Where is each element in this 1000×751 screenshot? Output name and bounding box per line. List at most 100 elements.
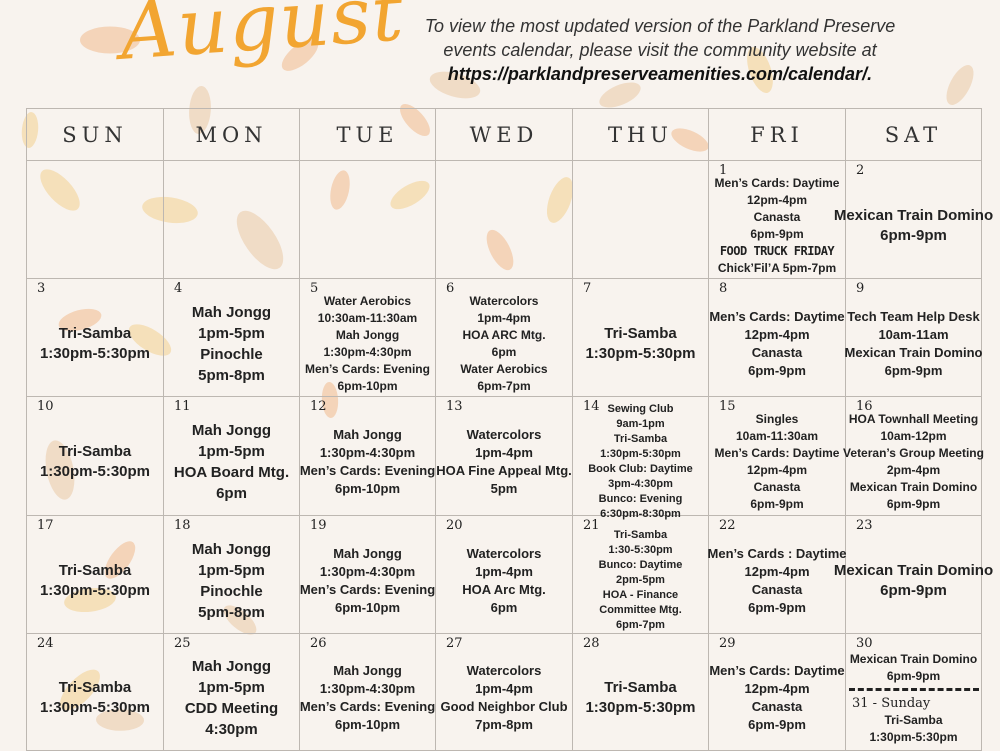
day-events: Men’s Cards : Daytime 12pm-4pm Canasta 6pm-…	[708, 530, 847, 631]
day-cell-30: 30 Mexican Train Domino 6pm-9pm 31 - Sunday…	[846, 634, 982, 751]
event-line: 6:30pm-8:30pm	[600, 508, 681, 520]
day-events	[573, 175, 708, 276]
event-line: 1pm-5pm	[198, 679, 265, 696]
event-line: 6pm-9pm	[750, 497, 804, 511]
event-line: Mexican Train Domino	[849, 651, 978, 666]
event-line: 6pm-7pm	[477, 378, 531, 393]
day-cell-20: 20 Watercolors 1pm-4pm HOA Arc Mtg. 6pm	[436, 516, 573, 634]
day-cell-23: 23 Mexican Train Domino 6pm-9pm	[834, 516, 993, 634]
event-line: Bunco: Evening	[598, 493, 683, 505]
event-line: 10am-11:30am	[735, 429, 819, 443]
event-line: Pinochle	[200, 345, 263, 363]
calendar-url-link[interactable]: https://parklandpreserveamenities.com/ca…	[447, 64, 873, 84]
day-number: 9	[856, 281, 865, 296]
day-number: 4	[174, 281, 183, 296]
day-number: 20	[446, 518, 463, 533]
day-events: Men’s Cards: Daytime 12pm-4pm Canasta 6pm-9…	[709, 293, 845, 394]
event-line: Pinochle	[200, 582, 263, 600]
weekday-header-thu: THU	[573, 109, 709, 161]
event-line: Chick’Fil’A 5pm-7pm	[717, 260, 837, 275]
event-line: Men’s Cards: Daytime	[709, 663, 845, 678]
food-truck-banner: FOOD TRUCK FRIDAY	[719, 243, 835, 258]
event-line: Tri-Samba	[58, 561, 132, 579]
event-line: Mah Jongg	[191, 303, 272, 321]
event-line: 6pm-9pm	[748, 362, 806, 378]
day-cell-3: 3 Tri-Samba 1:30pm-5:30pm	[27, 279, 164, 397]
event-line: 6pm-9pm	[880, 581, 947, 599]
day-events: Mah Jongg 1:30pm-4:30pm Men’s Cards: Eveni…	[300, 648, 435, 748]
event-line: 6pm-7pm	[616, 619, 665, 631]
day-number: 21	[583, 518, 600, 533]
day-cell-12: 12 Mah Jongg 1:30pm-4:30pm Men’s Cards: Eve…	[300, 397, 436, 516]
event-line: 5pm	[490, 481, 518, 496]
event-line: 6pm	[216, 485, 247, 502]
day-number: 31 - Sunday	[852, 695, 931, 711]
event-line: Men’s Cards: Evening	[305, 361, 430, 376]
day-cell-29: 29 Men’s Cards: Daytime 12pm-4pm Canasta 6pm…	[709, 634, 846, 751]
day-events: Singles 10am-11:30am Men’s Cards: Daytime 1…	[709, 411, 845, 513]
day-number: 15	[719, 399, 736, 414]
weekday-header-tue: TUE	[300, 109, 436, 161]
day-events: Tri-Samba 1:30pm-5:30pm	[573, 293, 708, 394]
event-line: Mexican Train Domino	[849, 480, 978, 494]
weekday-header-fri: FRI	[709, 109, 846, 161]
event-line: 2pm-4pm	[886, 463, 941, 477]
day-number: 30	[856, 636, 873, 651]
event-line: 1pm-4pm	[475, 445, 533, 460]
event-line: 6pm	[490, 599, 518, 615]
event-line: Canasta	[751, 699, 803, 714]
day-number: 16	[856, 399, 873, 414]
event-line: 1:30pm-5:30pm	[39, 463, 151, 480]
event-line: Men’s Cards: Daytime	[714, 175, 840, 190]
day-cell-4: 4 Mah Jongg 1pm-5pm Pinochle 5pm-8pm	[164, 279, 300, 397]
event-line: Watercolors	[466, 427, 542, 442]
event-line: 9am-1pm	[616, 418, 665, 430]
event-line: 1:30pm-5:30pm	[585, 699, 696, 716]
day-cell-18: 18 Mah Jongg 1pm-5pm Pinochle 5pm-8pm	[164, 516, 300, 634]
event-line: Watercolors	[466, 545, 542, 561]
event-line: 1:30pm-5:30pm	[585, 344, 696, 362]
day-cell-5: 5 Water Aerobics 10:30am-11:30am Mah Jongg 1…	[300, 279, 436, 397]
event-line: Men’s Cards: Daytime	[709, 308, 845, 324]
day-number: 13	[446, 399, 463, 414]
event-line: Tri-Samba	[58, 679, 132, 696]
event-line: Men’s Cards: Evening	[299, 463, 436, 478]
event-line: 5pm-8pm	[198, 603, 265, 621]
day-number: 25	[174, 636, 191, 651]
day-events: Mah Jongg 1pm-5pm Pinochle 5pm-8pm	[164, 530, 299, 631]
day-number: 3	[37, 281, 46, 296]
event-line: Veteran’s Group Meeting	[843, 446, 984, 460]
day-cell-13: 13 Watercolors 1pm-4pm HOA Fine Appeal Mtg.…	[436, 397, 573, 516]
empty-day-cell	[436, 161, 573, 279]
event-line: Water Aerobics	[323, 293, 412, 308]
event-line: Bunco: Daytime	[598, 559, 683, 571]
event-line: Mah Jongg	[333, 427, 402, 442]
day-cell-25: 25 Mah Jongg 1pm-5pm CDD Meeting 4:30pm	[164, 634, 300, 751]
day-number: 2	[856, 163, 865, 178]
day-cell-8: 8 Men’s Cards: Daytime 12pm-4pm Canasta 6pm-…	[709, 279, 846, 397]
day-cell-27: 27 Watercolors 1pm-4pm Good Neighbor Club 7p…	[436, 634, 573, 751]
notice-line-1: To view the most updated version of the …	[424, 16, 896, 36]
event-line: 1pm-4pm	[475, 681, 533, 696]
day-divider	[848, 687, 979, 691]
event-line: 6pm-10pm	[334, 717, 401, 732]
day-cell-14: 14 Sewing Club 9am-1pm Tri-Samba 1:30pm-5:30…	[573, 397, 709, 520]
weekday-header-sat: SAT	[846, 109, 982, 161]
day-events: Men’s Cards: Daytime 12pm-4pm Canasta 6pm-9…	[709, 175, 845, 276]
event-line: 1:30pm-5:30pm	[39, 344, 151, 362]
event-line: 1:30pm-5:30pm	[39, 699, 151, 716]
day-cell-15: 15 Singles 10am-11:30am Men’s Cards: Daytim…	[709, 397, 846, 516]
event-line: Tri-Samba	[604, 679, 677, 696]
day-events: Water Aerobics 10:30am-11:30am Mah Jongg 1:…	[300, 293, 435, 394]
event-line: 1pm-4pm	[477, 310, 531, 325]
day-number: 27	[446, 636, 463, 651]
event-line: 10am-11am	[878, 326, 949, 342]
event-line: 1:30pm-4:30pm	[323, 344, 412, 359]
event-line: Canasta	[751, 581, 803, 597]
day-number: 8	[719, 281, 728, 296]
event-line: 6pm-9pm	[884, 362, 943, 378]
event-line: Watercolors	[466, 663, 542, 678]
day-number: 19	[310, 518, 327, 533]
day-cell-9: 9 Tech Team Help Desk 10am-11am Mexican Tra…	[845, 279, 983, 397]
day-number: 22	[719, 518, 736, 533]
